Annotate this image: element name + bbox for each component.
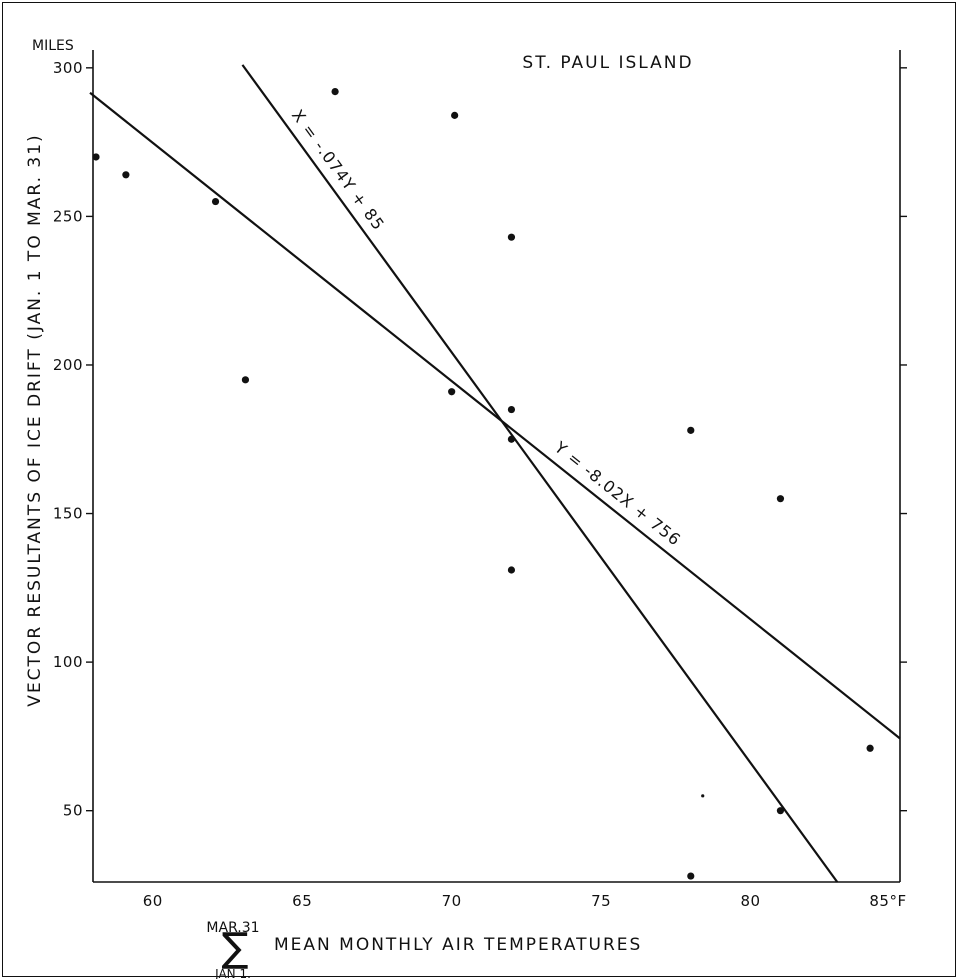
y-tick-label: 300 bbox=[53, 59, 83, 77]
x-axis-label: MEAN MONTHLY AIR TEMPERATURES bbox=[274, 935, 642, 955]
regression-line bbox=[241, 64, 839, 883]
data-point bbox=[507, 405, 516, 414]
data-point bbox=[448, 388, 456, 396]
data-point bbox=[331, 88, 339, 96]
data-point bbox=[507, 233, 516, 241]
x-tick-label: 60 bbox=[143, 892, 163, 910]
data-point bbox=[507, 566, 516, 574]
y-tick-label: 50 bbox=[63, 802, 83, 820]
data-point bbox=[122, 171, 130, 179]
chart-labels: ST. PAUL ISLAND MILES VECTOR RESULTANTS … bbox=[25, 38, 693, 979]
y-unit-label: MILES bbox=[32, 38, 74, 54]
data-point bbox=[776, 807, 785, 815]
x-tick-label: 85°F bbox=[869, 892, 906, 910]
data-point bbox=[866, 744, 874, 752]
data-point bbox=[776, 495, 785, 503]
regression-line-label: X = -.074Y + 85 bbox=[288, 106, 388, 234]
x-tick-label: 65 bbox=[292, 892, 312, 910]
x-tick-label: 75 bbox=[591, 892, 611, 910]
x-tick-label: 70 bbox=[442, 892, 462, 910]
data-points bbox=[92, 88, 874, 880]
data-point bbox=[211, 197, 220, 206]
axes: 50 100 150 200 250 300 60 65 70 75 80 85°F bbox=[53, 50, 907, 910]
y-tick-label: 200 bbox=[53, 356, 83, 374]
x-label-upper-limit: MAR.31 bbox=[206, 920, 259, 936]
chart-title: ST. PAUL ISLAND bbox=[522, 53, 693, 73]
y-tick-label: 250 bbox=[53, 207, 83, 225]
y-tick-label: 150 bbox=[53, 505, 83, 523]
regression-line bbox=[89, 91, 901, 740]
data-point bbox=[92, 153, 100, 161]
y-axis-label: VECTOR RESULTANTS OF ICE DRIFT (JAN. 1 T… bbox=[25, 133, 45, 706]
summation-symbol: ∑ bbox=[222, 925, 249, 971]
y-tick-label: 100 bbox=[53, 653, 83, 671]
data-point bbox=[241, 376, 250, 384]
data-point bbox=[687, 872, 695, 880]
data-point bbox=[451, 111, 459, 119]
x-label-lower-limit: JAN 1. bbox=[214, 967, 251, 979]
regression-lines: Y = -8.02X + 756 X = -.074Y + 85 bbox=[89, 64, 901, 883]
data-point bbox=[507, 435, 516, 443]
regression-line-label: Y = -8.02X + 756 bbox=[550, 437, 684, 550]
x-tick-label: 80 bbox=[741, 892, 761, 910]
data-point bbox=[687, 426, 695, 434]
data-point bbox=[701, 794, 705, 798]
